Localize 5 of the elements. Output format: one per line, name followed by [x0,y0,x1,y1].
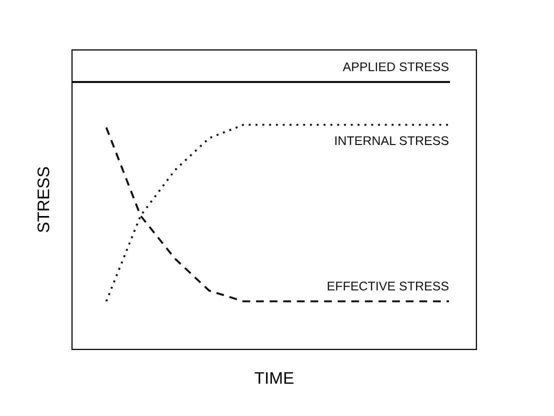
series-label: APPLIED STRESS [342,62,448,72]
x-axis-title: TIME [254,372,294,384]
series-label: EFFECTIVE STRESS [328,282,448,290]
y-axis-title: STRESS [37,167,50,232]
series-label: INTERNAL STRESS [335,136,448,146]
